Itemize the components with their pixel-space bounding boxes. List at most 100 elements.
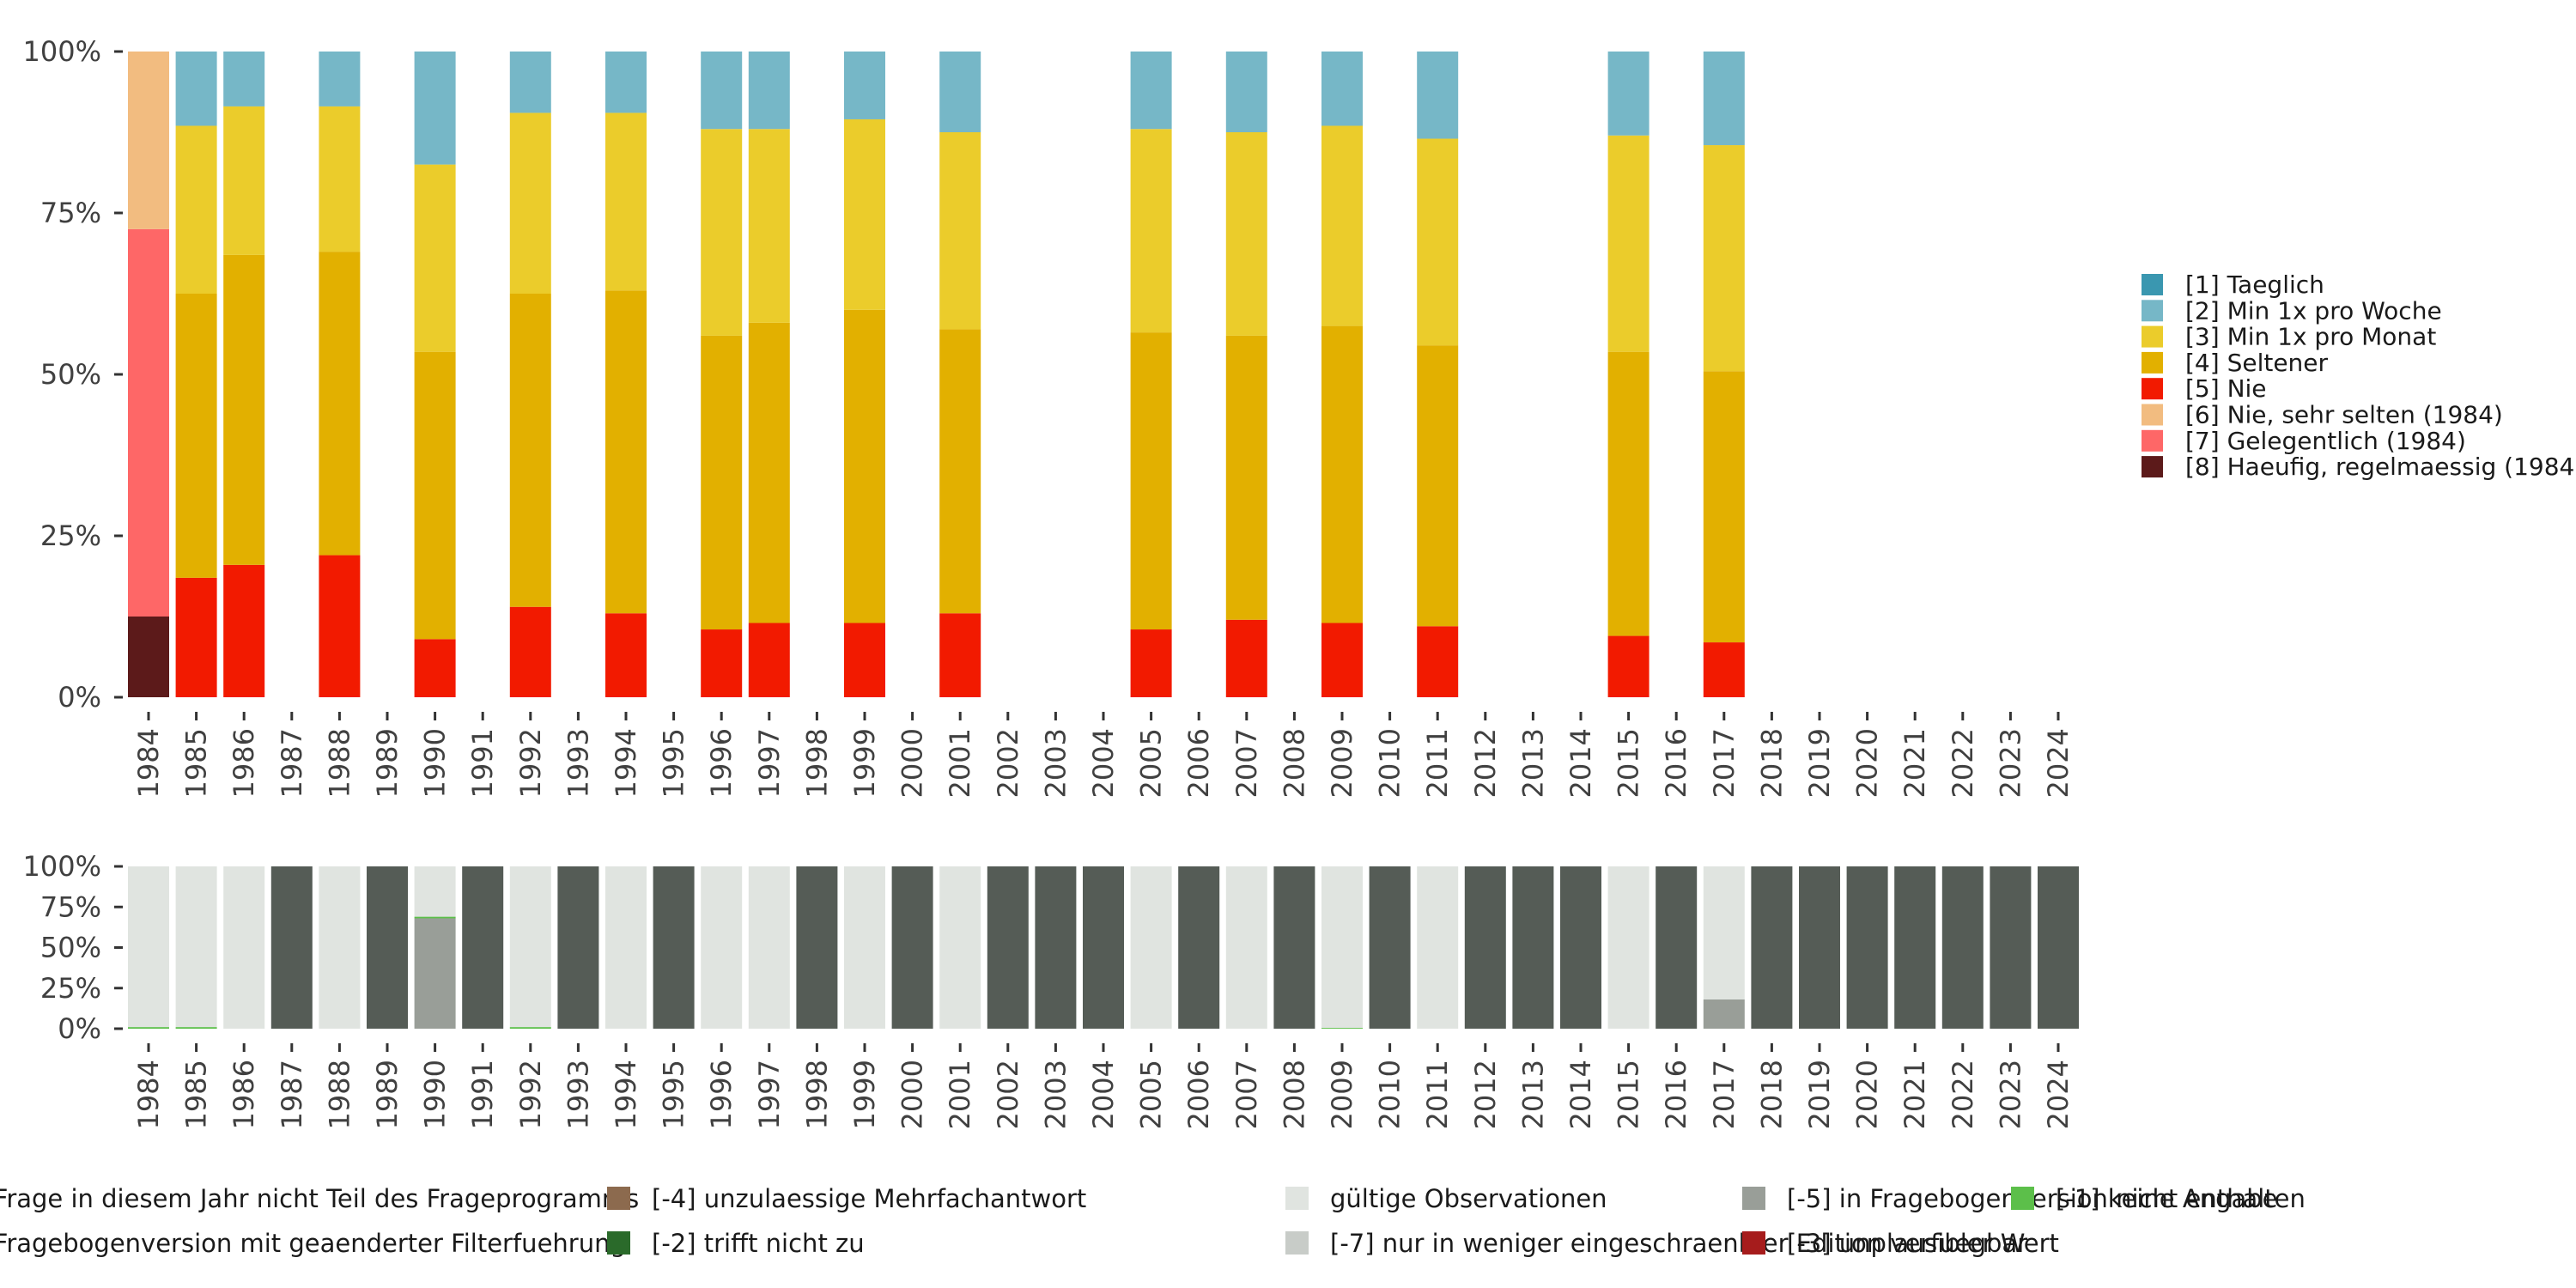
bottom-legend-swatch-1-keine-angabe [2011,1187,2034,1210]
legend-label-2-min-1x-pro-woche: [2] Min 1x pro Woche [2185,296,2442,325]
bottom-bar-1989-8-frage-in-diesem-jahr-nicht-teil-des-frageprogramms [367,866,408,1029]
top-bar-2011-4-seltener [1417,345,1458,626]
top-x-tick-label: 2016 [1660,728,1692,798]
top-bar-1997-4-seltener [749,323,790,623]
bottom-x-tick-label: 1987 [276,1060,308,1129]
legend-label-8-haeufig-regelmaessig-1984: [8] Haeufig, regelmaessig (1984) [2185,453,2576,481]
top-bar-2009-5-nie [1321,623,1363,697]
top-x-tick-label: 2010 [1374,728,1406,798]
bottom-bar-2023-8-frage-in-diesem-jahr-nicht-teil-des-frageprogramms [1990,866,2031,1029]
top-x-tick-label: 2002 [992,728,1024,798]
bottom-x-tick-label: 1986 [228,1060,260,1129]
top-bar-1986-3-min-1x-pro-monat [223,106,264,255]
top-x-tick-label: 2023 [1994,728,2026,798]
bottom-bar-1996-g-ltige-observationen [701,866,742,1029]
bottom-y-tick-label: 50% [40,932,101,964]
bottom-bar-2018-8-frage-in-diesem-jahr-nicht-teil-des-frageprogramms [1751,866,1792,1029]
bottom-legend-swatch-5-in-fragebogenversion-nicht-enthalten [1742,1187,1765,1210]
bottom-x-tick-label: 2004 [1087,1060,1120,1129]
bottom-bar-2017-g-ltige-observationen [1704,866,1745,999]
top-x-tick-label: 2018 [1755,728,1788,798]
bottom-bar-1990-1-keine-angabe [415,917,456,919]
bottom-bar-1990-5-in-fragebogenversion-nicht-enthalten [415,918,456,1029]
bottom-legend-swatch-4-unzulaessige-mehrfachantwort [607,1187,630,1210]
bottom-bar-1999-g-ltige-observationen [844,866,885,1029]
top-bar-1996-4-seltener [701,336,742,629]
top-bar-1992-2-min-1x-pro-woche [510,52,551,112]
top-bar-1986-4-seltener [223,255,264,565]
bottom-x-tick-label: 2015 [1613,1060,1645,1129]
bottom-bar-1992-g-ltige-observationen [510,866,551,1027]
bottom-x-tick-label: 1996 [705,1060,738,1129]
bottom-x-tick-label: 2008 [1278,1060,1310,1129]
legend-swatch-2-min-1x-pro-woche [2142,300,2163,321]
top-x-tick-label: 1991 [466,728,499,798]
top-bar-1984-8-haeufig-regelmaessig-1984 [128,617,169,697]
bottom-legend-label-4-unzulaessige-mehrfachantwort: [-4] unzulaessige Mehrfachantwort [652,1184,1086,1213]
top-bar-1985-2-min-1x-pro-woche [176,52,217,125]
bottom-x-tick-label: 2016 [1660,1060,1692,1129]
bottom-legend-swatch-2-trifft-nicht-zu [607,1231,630,1255]
top-bar-1985-3-min-1x-pro-monat [176,125,217,294]
top-x-tick-label: 1987 [276,728,308,798]
top-x-tick-label: 1993 [562,728,594,798]
top-x-tick-label: 2001 [944,728,976,798]
bottom-y-tick-label: 75% [40,890,101,923]
top-x-tick-label: 1999 [848,728,881,798]
top-bar-2007-5-nie [1226,620,1267,697]
top-bar-2011-2-min-1x-pro-woche [1417,52,1458,139]
bottom-bar-2006-8-frage-in-diesem-jahr-nicht-teil-des-frageprogramms [1178,866,1219,1029]
top-x-tick-label: 2019 [1803,728,1836,798]
bottom-bar-2010-8-frage-in-diesem-jahr-nicht-teil-des-frageprogramms [1370,866,1411,1029]
bottom-x-tick-label: 1995 [658,1060,690,1129]
bottom-x-tick-label: 2018 [1755,1060,1788,1129]
top-x-tick-label: 1988 [323,728,355,798]
top-bar-1994-2-min-1x-pro-woche [605,52,647,112]
top-bar-2001-3-min-1x-pro-monat [939,132,981,329]
bottom-bar-2024-8-frage-in-diesem-jahr-nicht-teil-des-frageprogramms [2038,866,2079,1029]
top-bar-2001-5-nie [939,613,981,697]
bottom-legend-swatch-g-ltige-observationen [1285,1187,1309,1210]
top-plot: 0%25%50%75%100%1984198519861987198819891… [23,35,2075,798]
bottom-legend-swatch-3-unplausibler-wert [1742,1231,1765,1255]
bottom-legend-swatch-7-nur-in-weniger-eingeschraenkter-edition-verfuegbar [1285,1231,1309,1255]
bottom-x-tick-label: 2017 [1708,1060,1741,1129]
legend-swatch-1-taeglich [2142,274,2163,295]
top-bar-2009-2-min-1x-pro-woche [1321,52,1363,125]
bottom-bar-2005-g-ltige-observationen [1131,866,1172,1029]
bottom-bar-2008-8-frage-in-diesem-jahr-nicht-teil-des-frageprogramms [1273,866,1315,1029]
bottom-x-tick-label: 1991 [466,1060,499,1129]
bottom-bar-2012-8-frage-in-diesem-jahr-nicht-teil-des-frageprogramms [1465,866,1506,1029]
legend-label-5-nie: [5] Nie [2185,374,2267,403]
top-x-tick-label: 2013 [1516,728,1549,798]
bottom-bar-1985-g-ltige-observationen [176,866,217,1027]
top-x-tick-label: 1992 [514,728,547,798]
bottom-x-tick-label: 2023 [1994,1060,2026,1129]
top-bar-2017-4-seltener [1704,371,1745,642]
top-x-tick-label: 2024 [2042,728,2075,798]
top-x-tick-label: 2004 [1087,728,1120,798]
legend-label-6-nie-sehr-selten-1984: [6] Nie, sehr selten (1984) [2185,401,2503,429]
top-x-tick-label: 2008 [1278,728,1310,798]
legend-swatch-5-nie [2142,378,2163,399]
top-legend: [1] Taeglich[2] Min 1x pro Woche[3] Min … [2142,270,2576,481]
bottom-bar-1984-g-ltige-observationen [128,866,169,1027]
top-bar-2015-4-seltener [1608,352,1649,636]
top-bar-2011-5-nie [1417,626,1458,697]
bottom-x-tick-label: 2007 [1230,1060,1263,1129]
bottom-bar-1994-g-ltige-observationen [605,866,647,1029]
top-x-tick-label: 1998 [800,728,833,798]
bottom-x-tick-label: 1985 [180,1060,213,1129]
top-bar-1999-5-nie [844,623,885,697]
bottom-x-tick-label: 1990 [419,1060,452,1129]
top-x-tick-label: 1989 [371,728,404,798]
top-x-tick-label: 2009 [1326,728,1358,798]
top-bar-2009-3-min-1x-pro-monat [1321,125,1363,325]
bottom-bar-2009-1-keine-angabe [1321,1028,1363,1029]
top-bar-1984-6-nie-sehr-selten-1984 [128,52,169,229]
top-x-tick-label: 1995 [658,728,690,798]
bottom-bar-2015-g-ltige-observationen [1608,866,1649,1029]
top-bar-1988-3-min-1x-pro-monat [319,106,360,252]
top-bar-1992-3-min-1x-pro-monat [510,112,551,294]
